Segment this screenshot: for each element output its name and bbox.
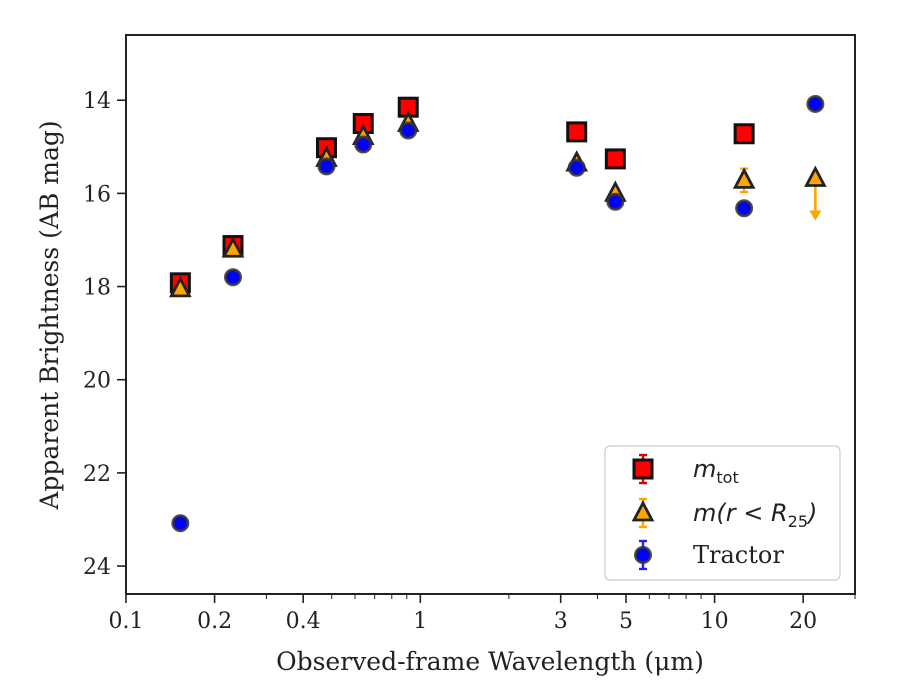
y-tick-label: 14 — [83, 89, 111, 114]
data-point-tractor — [606, 192, 625, 211]
legend-markers — [631, 453, 655, 571]
x-tick-label: 10 — [701, 609, 729, 634]
data-point-mtot — [604, 148, 626, 170]
data-point-tractor — [317, 157, 336, 176]
upper-limit-arrowhead — [809, 210, 822, 221]
data-point-tractor — [567, 158, 586, 177]
legend-box — [604, 445, 841, 581]
y-tick-label: 22 — [83, 462, 111, 487]
y-axis-label: Apparent Brightness (AB mag) — [35, 120, 64, 510]
data-point-mtot — [733, 123, 755, 145]
series-tractor — [171, 94, 825, 533]
y-tick-label: 20 — [83, 369, 111, 394]
y-tick-label: 16 — [83, 182, 111, 207]
legend-marker-mtot — [632, 458, 654, 480]
legend-label-tractor: Tractor — [693, 541, 784, 569]
series-mtot — [169, 96, 755, 294]
data-point-mr25 — [804, 165, 827, 187]
x-axis-label: Observed-frame Wavelength (μm) — [276, 647, 704, 676]
plot-frame — [125, 34, 856, 595]
x-tick-label: 0.2 — [197, 609, 232, 634]
legend-marker-mr25 — [631, 500, 655, 522]
axis-ticks: 0.1 0.2 0.4 1 3 5 10 20 14 16 18 20 22 24 — [83, 89, 856, 634]
legend-label-mtot: mtot — [693, 455, 739, 487]
data-point-mr25 — [169, 275, 192, 298]
x-tick-label: 3 — [554, 609, 568, 634]
data-point-mtot — [566, 121, 588, 143]
data-point-tractor — [354, 135, 373, 154]
data-points — [169, 94, 827, 533]
x-tick-label: 5 — [619, 609, 633, 634]
data-point-mr25 — [221, 236, 245, 258]
data-point-tractor — [735, 199, 754, 218]
data-point-tractor — [399, 121, 418, 140]
x-tick-label: 20 — [789, 609, 817, 634]
x-tick-label: 1 — [413, 609, 427, 634]
data-point-tractor — [171, 514, 190, 533]
legend-marker-tractor — [634, 546, 652, 564]
x-tick-label: 0.4 — [286, 609, 321, 634]
legend-label-mr25: m(r < R25) — [693, 499, 817, 531]
series-mr25 — [169, 110, 827, 298]
data-point-tractor — [806, 94, 825, 113]
legend: mtot m(r < R25) Tractor — [604, 445, 841, 581]
data-point-tractor — [224, 268, 243, 287]
y-tick-label: 18 — [83, 276, 111, 301]
data-point-mr25 — [732, 167, 756, 189]
x-tick-label: 0.1 — [109, 609, 144, 634]
y-tick-label: 24 — [83, 555, 111, 580]
